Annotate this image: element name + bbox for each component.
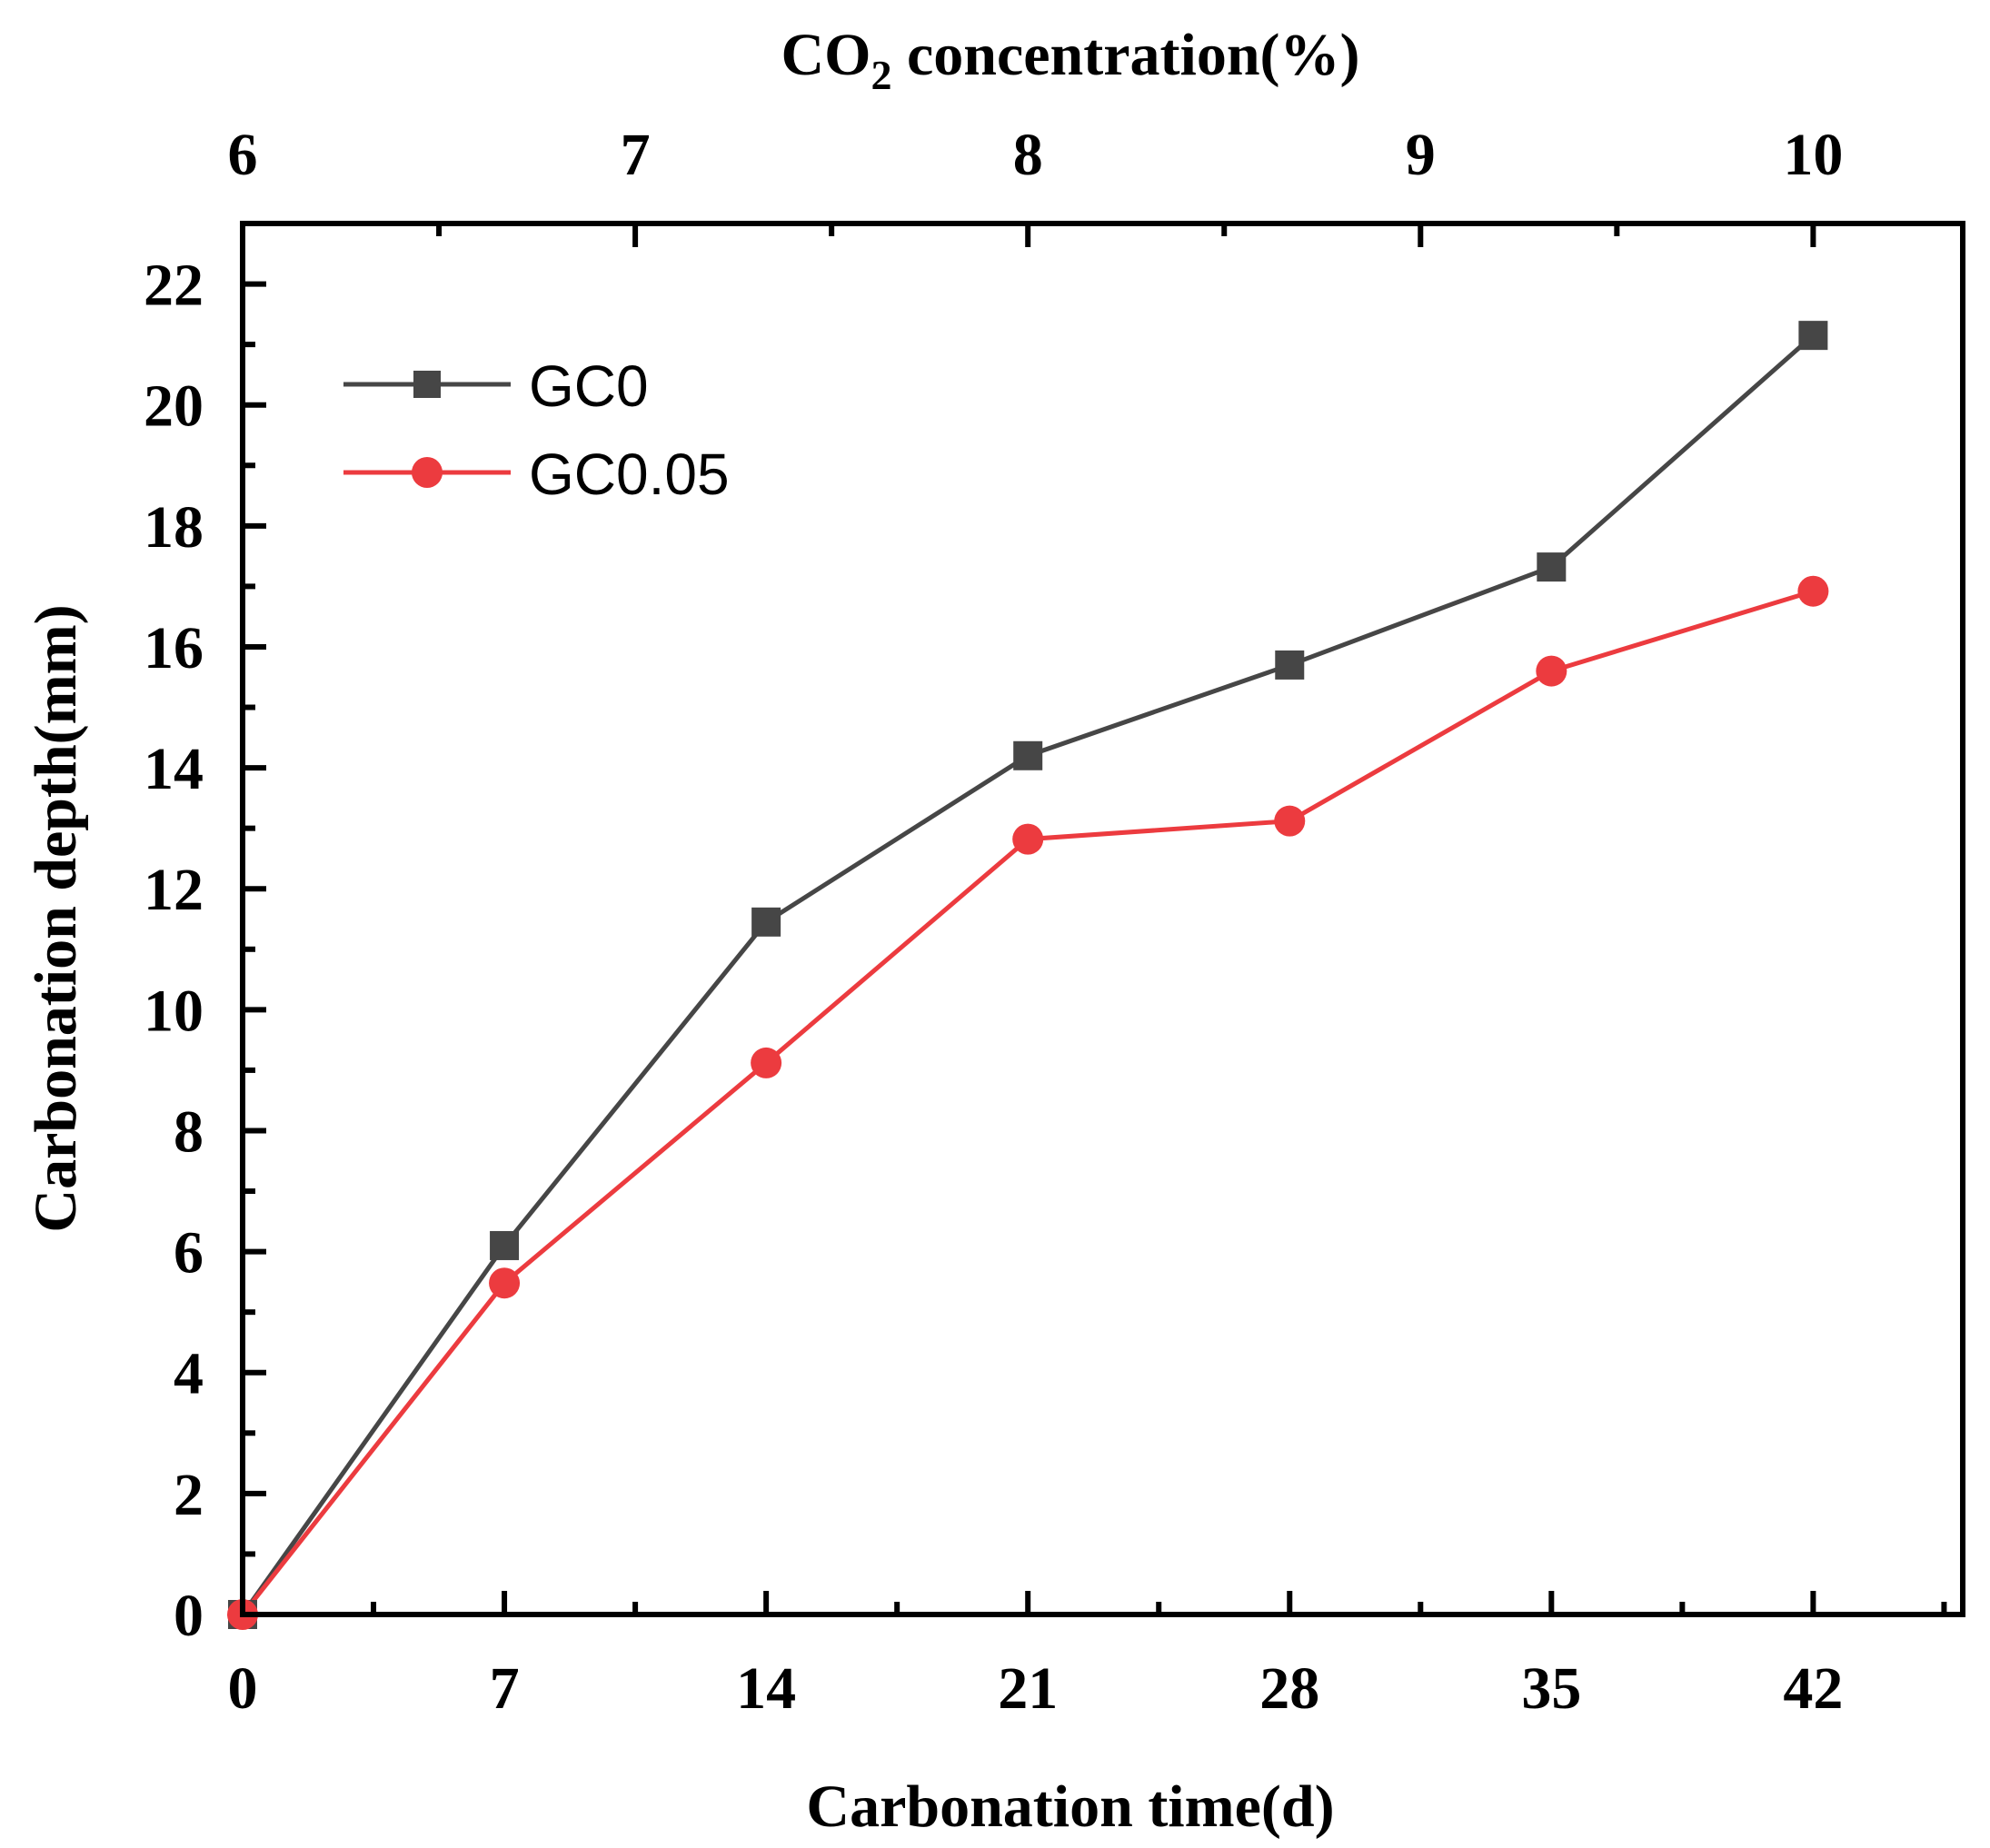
data-point-square	[1798, 321, 1828, 351]
top-axis-title: CO2 concentration(%)	[781, 22, 1359, 98]
data-point-circle	[489, 1267, 521, 1299]
x-axis-title: Carbonation time(d)	[806, 1773, 1334, 1840]
legend-marker-gc0	[413, 371, 441, 398]
top-axis-title-suffix: concentration(%)	[891, 22, 1359, 88]
data-point-square	[751, 907, 781, 937]
y-axis-title: Carbonation depth(mm)	[23, 604, 89, 1232]
x-tick-label: 7	[490, 1655, 520, 1722]
series-line-0	[240, 333, 1816, 1616]
top-tick-label: 6	[228, 122, 258, 188]
plot-frame	[240, 221, 1965, 1617]
top-axis-title-prefix: CO	[781, 22, 871, 88]
x-tick-label: 21	[998, 1655, 1058, 1722]
data-point-square	[1013, 740, 1043, 770]
top-tick-label: 8	[1013, 122, 1043, 188]
legend-label-gc005: GC0.05	[529, 442, 730, 507]
tick-labels: 0 7 14 21 28 35 42 6 7 8 9 10 0 2 4 6 8 10 12 14 16 18 20 22	[144, 122, 1843, 1722]
y-tick-label: 22	[144, 253, 204, 319]
top-tick-label: 9	[1406, 122, 1436, 188]
y-tick-label: 16	[144, 615, 204, 681]
x-tick-label: 0	[228, 1655, 258, 1722]
data-point-square	[1537, 552, 1567, 582]
data-point-circle	[1536, 655, 1567, 687]
data-point-circle	[751, 1047, 782, 1078]
x-tick-label: 35	[1521, 1655, 1581, 1722]
y-tick-label: 6	[174, 1220, 204, 1287]
top-tick-label: 7	[621, 122, 651, 188]
legend-marker-gc005	[412, 457, 443, 488]
y-tick-label: 4	[174, 1341, 204, 1407]
y-tick-label: 12	[144, 857, 204, 923]
data-point-circle	[1797, 575, 1829, 607]
legend: GC0 GC0.05	[343, 353, 730, 507]
top-axis-title-subscript: 2	[871, 52, 891, 98]
series-markers	[227, 321, 1829, 1630]
y-tick-label: 2	[174, 1462, 204, 1528]
y-tick-label: 0	[174, 1583, 204, 1649]
top-tick-label: 10	[1783, 122, 1843, 188]
data-point-square	[1275, 650, 1305, 680]
y-tick-label: 20	[144, 373, 204, 440]
x-tick-label: 42	[1783, 1655, 1843, 1722]
data-point-circle	[1274, 805, 1306, 837]
data-point-circle	[1012, 823, 1044, 855]
y-tick-label: 14	[144, 736, 204, 802]
x-tick-label: 28	[1259, 1655, 1319, 1722]
data-point-square	[490, 1230, 520, 1260]
y-tick-label: 10	[144, 978, 204, 1044]
legend-label-gc0: GC0	[529, 353, 649, 419]
x-tick-label: 14	[736, 1655, 796, 1722]
axis-ticks	[240, 224, 1947, 1617]
y-tick-label: 18	[144, 494, 204, 561]
y-tick-label: 8	[174, 1098, 204, 1165]
series-lines	[240, 333, 1816, 1616]
